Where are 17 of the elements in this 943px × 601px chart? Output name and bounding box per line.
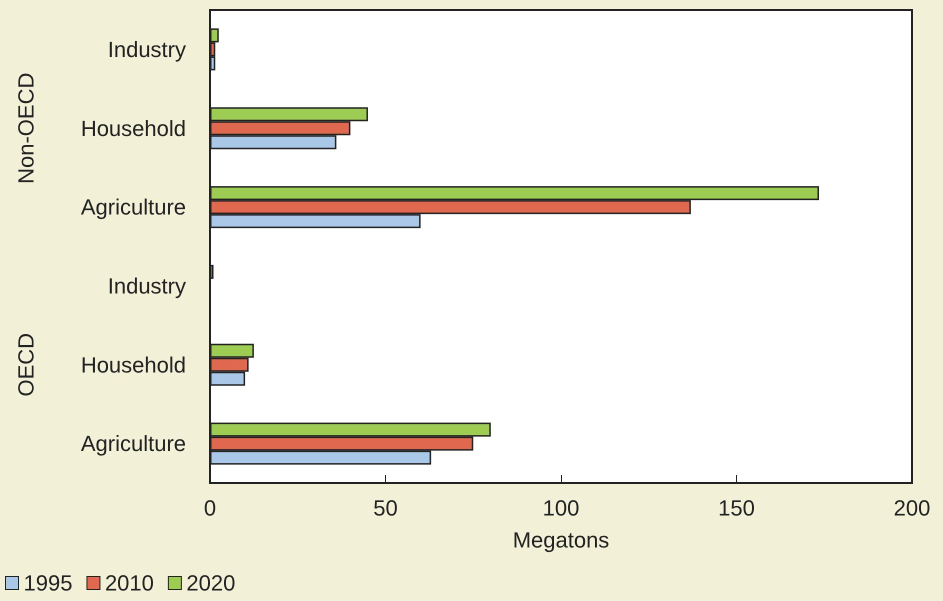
text: OECD — [14, 332, 38, 397]
x-tick-label: 150 — [718, 496, 755, 520]
x-tick-label: 50 — [373, 496, 398, 520]
y-tick-label: Industry — [108, 273, 186, 298]
text: Non-OECD — [14, 72, 38, 184]
y-tick-label: Agriculture — [80, 431, 186, 456]
x-tick-label: 100 — [542, 496, 580, 520]
x-tick-label: 200 — [894, 496, 930, 520]
x-axis-title: Megatons — [512, 528, 610, 552]
legend-label: 1995 — [24, 570, 72, 596]
legend-label: 2010 — [104, 570, 154, 596]
y-tick-label: Industry — [108, 36, 186, 62]
legend-label: 2020 — [186, 570, 236, 596]
y-tick-label: Household — [80, 116, 186, 141]
y-tick-label: Household — [80, 352, 186, 378]
x-tick-label: 0 — [204, 496, 216, 520]
y-tick-label: Agriculture — [80, 194, 186, 220]
